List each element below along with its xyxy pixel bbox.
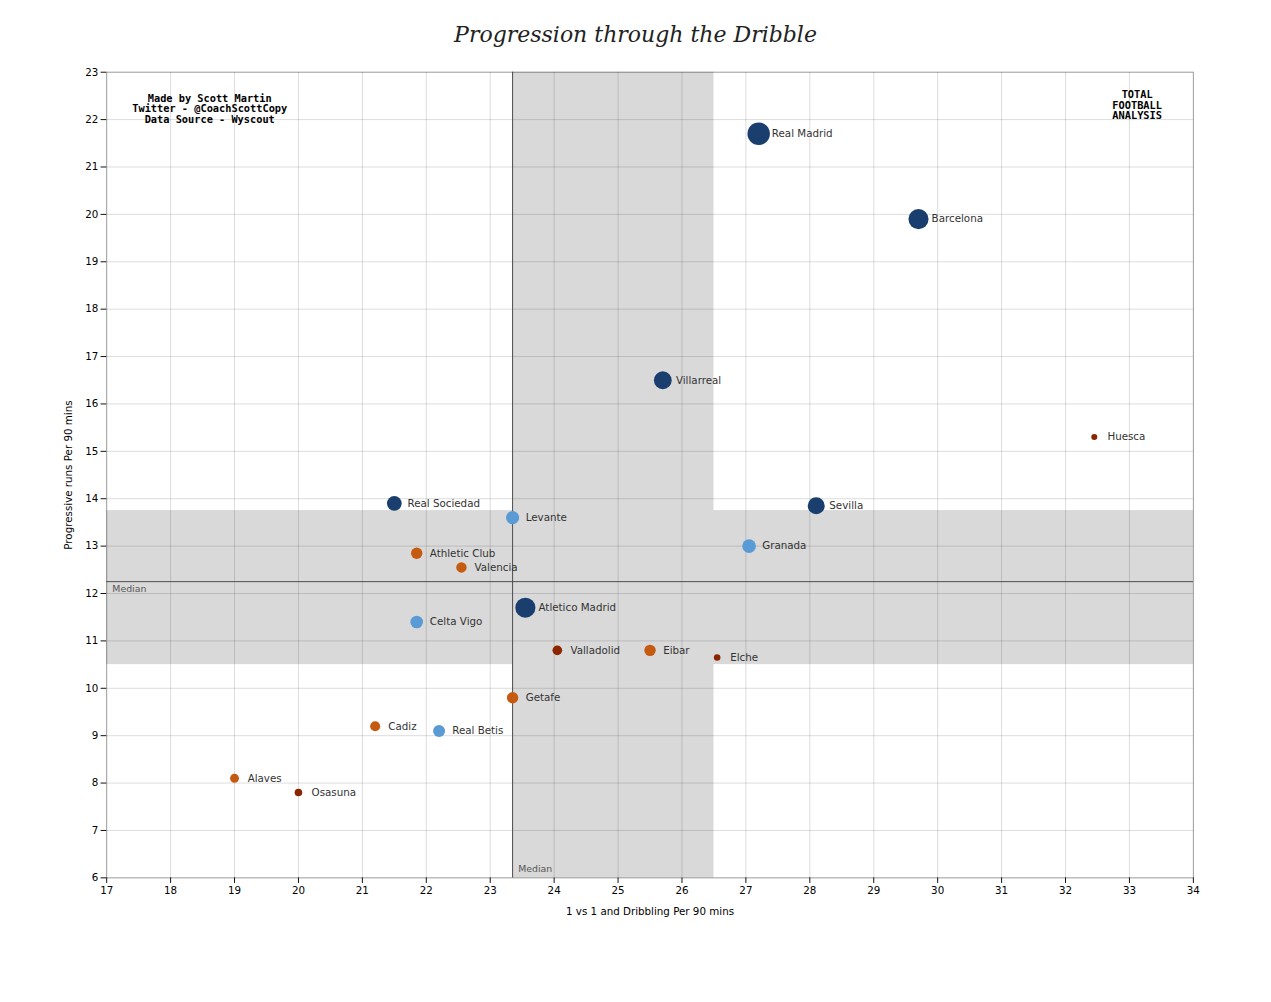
svg-text:Atletico Madrid: Atletico Madrid bbox=[538, 601, 616, 613]
svg-text:25: 25 bbox=[612, 884, 625, 896]
svg-text:TOTALFOOTBALLANALYSIS: TOTALFOOTBALLANALYSIS bbox=[1112, 88, 1162, 121]
svg-text:21: 21 bbox=[356, 884, 369, 896]
svg-text:14: 14 bbox=[85, 492, 98, 504]
svg-text:20: 20 bbox=[85, 208, 98, 220]
svg-text:Median: Median bbox=[112, 583, 146, 594]
svg-text:Granada: Granada bbox=[762, 539, 806, 551]
svg-text:18: 18 bbox=[164, 884, 177, 896]
svg-text:Progressive runs Per 90 mins: Progressive runs Per 90 mins bbox=[62, 400, 74, 549]
svg-text:22: 22 bbox=[420, 884, 433, 896]
svg-text:31: 31 bbox=[995, 884, 1008, 896]
svg-text:12: 12 bbox=[85, 587, 98, 599]
svg-text:Levante: Levante bbox=[526, 511, 567, 523]
svg-text:Huesca: Huesca bbox=[1107, 430, 1145, 442]
svg-text:19: 19 bbox=[85, 255, 98, 267]
svg-text:29: 29 bbox=[867, 884, 880, 896]
html-text:Progression through the Dribbl: Progression through the Dribble bbox=[454, 22, 817, 47]
svg-text:Elche: Elche bbox=[730, 651, 758, 663]
svg-text:28: 28 bbox=[803, 884, 816, 896]
svg-text:24: 24 bbox=[548, 884, 561, 896]
svg-text:23: 23 bbox=[484, 884, 497, 896]
svg-text:19: 19 bbox=[228, 884, 241, 896]
svg-text:26: 26 bbox=[675, 884, 688, 896]
svg-text:Alaves: Alaves bbox=[248, 772, 282, 784]
svg-text:34: 34 bbox=[1187, 884, 1200, 896]
svg-text:Osasuna: Osasuna bbox=[312, 786, 357, 798]
svg-text:Median: Median bbox=[518, 863, 552, 874]
svg-text:Barcelona: Barcelona bbox=[932, 212, 983, 224]
svg-text:6: 6 bbox=[92, 871, 99, 883]
svg-text:9: 9 bbox=[92, 729, 99, 741]
svg-text:33: 33 bbox=[1123, 884, 1136, 896]
svg-text:11: 11 bbox=[85, 634, 98, 646]
svg-text:Cadiz: Cadiz bbox=[388, 719, 416, 731]
svg-text:Villarreal: Villarreal bbox=[676, 374, 721, 386]
svg-text:Real Betis: Real Betis bbox=[452, 724, 503, 736]
svg-text:17: 17 bbox=[85, 350, 98, 362]
svg-text:10: 10 bbox=[85, 682, 98, 694]
svg-text:1 vs 1 and Dribbling Per 90 mi: 1 vs 1 and Dribbling Per 90 mins bbox=[566, 905, 734, 917]
svg-text:16: 16 bbox=[85, 397, 98, 409]
svg-text:17: 17 bbox=[100, 884, 113, 896]
svg-text:27: 27 bbox=[739, 884, 752, 896]
svg-text:13: 13 bbox=[85, 539, 98, 551]
svg-text:Getafe: Getafe bbox=[526, 691, 561, 703]
svg-text:Valladolid: Valladolid bbox=[570, 644, 620, 656]
svg-text:7: 7 bbox=[92, 824, 99, 836]
svg-text:15: 15 bbox=[85, 445, 98, 457]
svg-text:Eibar: Eibar bbox=[663, 644, 690, 656]
svg-text:Celta Vigo: Celta Vigo bbox=[430, 615, 483, 627]
svg-text:22: 22 bbox=[85, 113, 98, 125]
svg-text:Sevilla: Sevilla bbox=[829, 499, 863, 511]
svg-text:Real Madrid: Real Madrid bbox=[772, 127, 833, 139]
svg-text:30: 30 bbox=[931, 884, 944, 896]
svg-text:Athletic Club: Athletic Club bbox=[430, 547, 496, 559]
svg-text:32: 32 bbox=[1059, 884, 1072, 896]
svg-text:Made by Scott MartinTwitter -: Made by Scott MartinTwitter - @CoachScot… bbox=[132, 92, 287, 125]
svg-text:18: 18 bbox=[85, 302, 98, 314]
svg-text:21: 21 bbox=[85, 160, 98, 172]
svg-text:20: 20 bbox=[292, 884, 305, 896]
svg-text:Valencia: Valencia bbox=[475, 561, 518, 573]
svg-text:Real Sociedad: Real Sociedad bbox=[407, 497, 480, 509]
svg-text:8: 8 bbox=[92, 776, 99, 788]
svg-text:23: 23 bbox=[85, 66, 98, 78]
